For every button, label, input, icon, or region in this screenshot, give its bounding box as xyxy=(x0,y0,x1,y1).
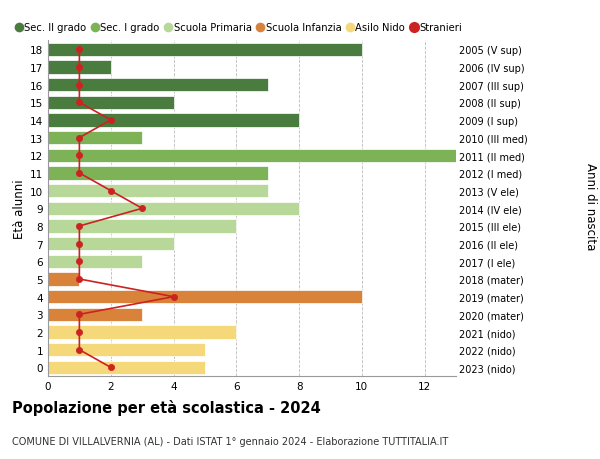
Bar xyxy=(48,255,142,269)
Bar xyxy=(48,44,362,57)
Bar xyxy=(48,96,173,110)
Bar xyxy=(48,361,205,374)
Bar xyxy=(48,149,456,162)
Legend: Sec. II grado, Sec. I grado, Scuola Primaria, Scuola Infanzia, Asilo Nido, Stran: Sec. II grado, Sec. I grado, Scuola Prim… xyxy=(16,23,462,33)
Text: Anni di nascita: Anni di nascita xyxy=(584,163,597,250)
Bar xyxy=(48,343,205,357)
Text: Popolazione per età scolastica - 2024: Popolazione per età scolastica - 2024 xyxy=(12,399,321,415)
Bar xyxy=(48,185,268,198)
Bar xyxy=(48,132,142,145)
Bar xyxy=(48,114,299,127)
Bar xyxy=(48,167,268,180)
Bar xyxy=(48,273,79,286)
Bar xyxy=(48,237,173,251)
Y-axis label: Età alunni: Età alunni xyxy=(13,179,26,239)
Text: COMUNE DI VILLALVERNIA (AL) - Dati ISTAT 1° gennaio 2024 - Elaborazione TUTTITAL: COMUNE DI VILLALVERNIA (AL) - Dati ISTAT… xyxy=(12,436,448,446)
Bar xyxy=(48,61,111,74)
Bar xyxy=(48,79,268,92)
Bar xyxy=(48,326,236,339)
Bar xyxy=(48,220,236,233)
Bar xyxy=(48,291,362,304)
Bar xyxy=(48,308,142,321)
Bar xyxy=(48,202,299,215)
